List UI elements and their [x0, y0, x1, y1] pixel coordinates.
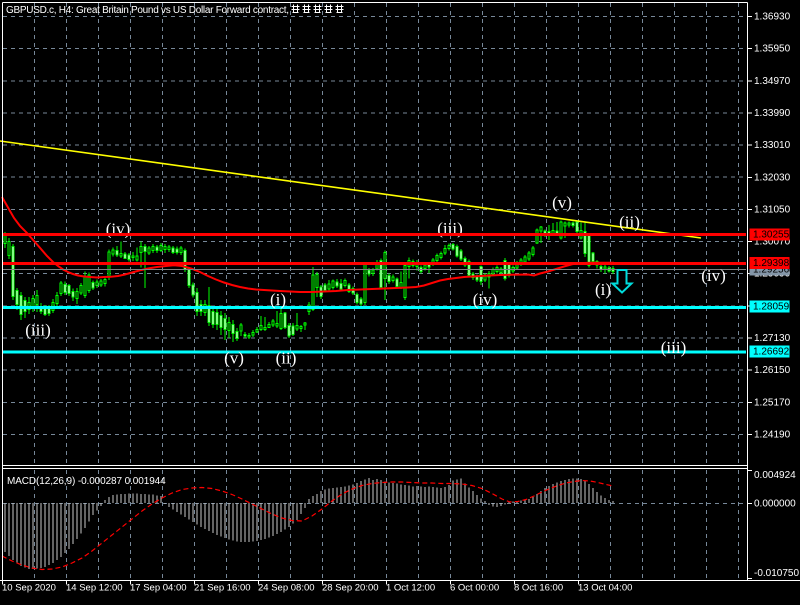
- svg-text:(iv): (iv): [473, 290, 498, 309]
- svg-text:1.29256: 1.29256: [753, 265, 790, 276]
- svg-text:1.31050: 1.31050: [754, 205, 791, 216]
- svg-text:MACD(12,26,9) -0.000287 0.0019: MACD(12,26,9) -0.000287 0.001944: [7, 476, 166, 487]
- svg-text:24 Sep 08:00: 24 Sep 08:00: [258, 583, 315, 594]
- svg-text:1.24190: 1.24190: [754, 429, 791, 440]
- svg-text:17 Sep 04:00: 17 Sep 04:00: [130, 583, 187, 594]
- svg-text:14 Sep 12:00: 14 Sep 12:00: [66, 583, 123, 594]
- svg-text:1.34970: 1.34970: [754, 76, 791, 87]
- svg-text:6 Oct 00:00: 6 Oct 00:00: [450, 583, 499, 594]
- svg-text:(iii): (iii): [25, 321, 51, 340]
- svg-text:0.000000: 0.000000: [754, 499, 796, 510]
- svg-text:8 Oct 16:00: 8 Oct 16:00: [514, 583, 563, 594]
- svg-text:(ii): (ii): [276, 349, 297, 368]
- svg-text:-0.010750: -0.010750: [754, 568, 799, 579]
- svg-text:1.30070: 1.30070: [754, 237, 791, 248]
- svg-text:1.33010: 1.33010: [754, 140, 791, 151]
- svg-text:1.36930: 1.36930: [754, 12, 791, 23]
- svg-text:(v): (v): [224, 349, 244, 368]
- svg-text:(iv): (iv): [701, 266, 726, 285]
- svg-text:1.27130: 1.27130: [754, 333, 791, 344]
- svg-text:(iii): (iii): [661, 338, 687, 357]
- svg-text:1.29398: 1.29398: [753, 258, 790, 269]
- svg-text:1.26692: 1.26692: [753, 347, 790, 358]
- svg-text:(ii): (ii): [619, 213, 640, 232]
- svg-text:21 Sep 16:00: 21 Sep 16:00: [194, 583, 251, 594]
- svg-text:1.28059: 1.28059: [753, 302, 790, 313]
- svg-text:1.26150: 1.26150: [754, 365, 791, 376]
- svg-text:(v): (v): [552, 193, 572, 212]
- svg-text:13 Oct 04:00: 13 Oct 04:00: [578, 583, 632, 594]
- svg-text:1.35950: 1.35950: [754, 44, 791, 55]
- svg-text:1.32030: 1.32030: [754, 172, 791, 183]
- svg-text:0.004924: 0.004924: [754, 470, 796, 481]
- svg-text:28 Sep 20:00: 28 Sep 20:00: [322, 583, 379, 594]
- svg-text:10 Sep 2020: 10 Sep 2020: [2, 583, 56, 594]
- svg-text:1.30255: 1.30255: [753, 230, 790, 241]
- svg-text:1 Oct 12:00: 1 Oct 12:00: [386, 583, 435, 594]
- svg-text:1.33990: 1.33990: [754, 108, 791, 119]
- svg-text:(i): (i): [595, 280, 611, 299]
- svg-text:1.25170: 1.25170: [754, 397, 791, 408]
- svg-text:(i): (i): [270, 290, 286, 309]
- svg-text:GBPUSD.c, H4: Great Britain P: GBPUSD.c, H4: Great Britain Pound vs US …: [6, 5, 289, 16]
